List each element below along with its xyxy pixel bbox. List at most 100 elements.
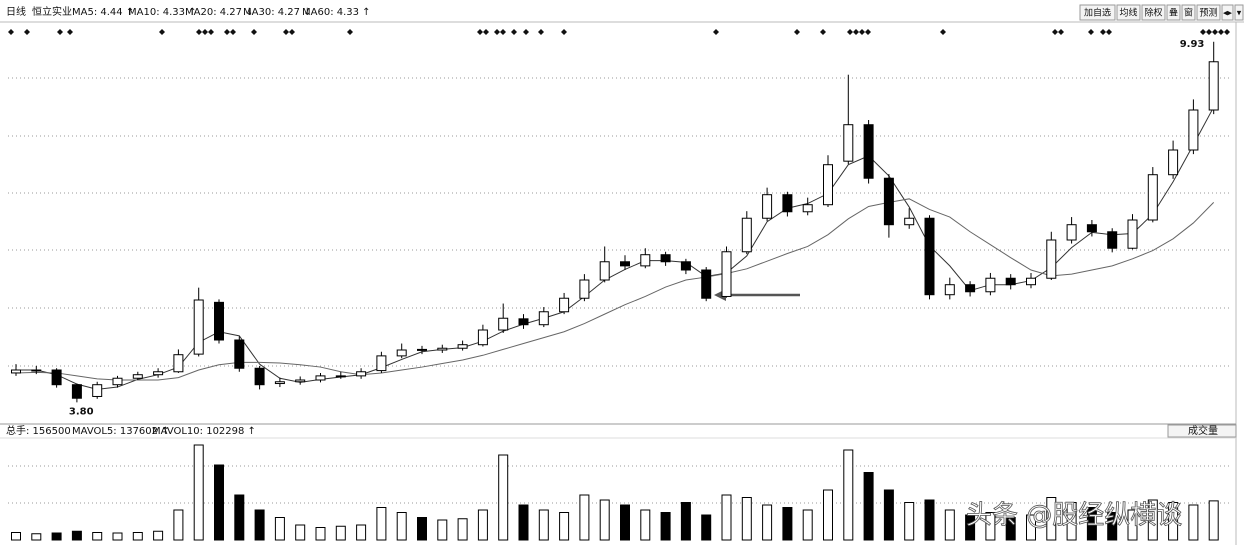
ma-label: MA60: 4.33 ↑ bbox=[302, 7, 371, 18]
toolbar-label[interactable]: 窗 bbox=[1184, 7, 1193, 19]
volume-selector-label[interactable]: 成交量 bbox=[1188, 424, 1218, 437]
volume-bar bbox=[457, 518, 468, 541]
signal-marker bbox=[483, 29, 489, 35]
candle-body bbox=[883, 177, 894, 226]
toolbar-label[interactable]: ▾ bbox=[1237, 9, 1242, 19]
signal-marker bbox=[202, 29, 208, 35]
toolbar-label[interactable]: 预测 bbox=[1199, 8, 1217, 19]
signal-marker bbox=[196, 29, 202, 35]
header: 日线 恒立实业 bbox=[6, 5, 72, 18]
toolbar-label[interactable]: 加自选 bbox=[1084, 7, 1111, 19]
volume-bar bbox=[538, 509, 549, 541]
volume-bar bbox=[559, 512, 570, 541]
candle-body bbox=[782, 194, 793, 213]
candle-body bbox=[274, 381, 285, 385]
candle-body bbox=[1026, 277, 1036, 286]
candle-body bbox=[498, 317, 509, 331]
volume-bar bbox=[132, 532, 143, 541]
volume-bar bbox=[315, 527, 326, 541]
volume-bar bbox=[234, 494, 245, 541]
candle-body bbox=[640, 254, 651, 267]
candle-body bbox=[985, 277, 996, 293]
toolbar-button[interactable] bbox=[1196, 4, 1221, 21]
signal-marker bbox=[853, 29, 859, 35]
volume-bar bbox=[863, 472, 874, 541]
signal-marker bbox=[477, 29, 483, 35]
candle-body bbox=[680, 261, 691, 271]
volume-bar bbox=[477, 509, 488, 541]
signal-marker bbox=[713, 29, 719, 35]
volume-bar bbox=[193, 444, 204, 541]
candle-body bbox=[31, 369, 42, 372]
volume-bar bbox=[680, 502, 691, 541]
candle-body bbox=[254, 367, 265, 386]
candle-body bbox=[1147, 174, 1158, 221]
candle-body bbox=[356, 371, 367, 377]
signal-marker bbox=[1206, 29, 1212, 35]
signal-marker bbox=[523, 29, 529, 35]
candle-body bbox=[1127, 219, 1138, 249]
ma-label: MA30: 4.27 ↓ bbox=[243, 7, 312, 18]
high-label: 9.93 bbox=[1180, 39, 1205, 50]
candle-body bbox=[559, 297, 570, 313]
volume-selector[interactable] bbox=[1167, 424, 1237, 438]
toolbar-button[interactable] bbox=[1116, 4, 1141, 21]
volume-bar bbox=[620, 504, 630, 541]
signal-marker bbox=[24, 29, 30, 35]
toolbar-label[interactable]: 均线 bbox=[1119, 7, 1137, 19]
volume-bar bbox=[924, 499, 935, 541]
volume-bar bbox=[518, 504, 529, 541]
signal-marker bbox=[1212, 29, 1218, 35]
volume-bar bbox=[396, 512, 407, 541]
signal-marker bbox=[159, 29, 165, 35]
candle-body bbox=[193, 299, 204, 355]
candle-body bbox=[477, 329, 488, 346]
toolbar-button[interactable] bbox=[1221, 4, 1234, 21]
signal-marker bbox=[940, 29, 946, 35]
toolbar-button[interactable] bbox=[1079, 4, 1116, 21]
low-label: 3.80 bbox=[69, 406, 94, 417]
signal-marker bbox=[230, 29, 236, 35]
volume-bar bbox=[254, 509, 265, 541]
toolbar-button[interactable] bbox=[1141, 4, 1166, 21]
candle-body bbox=[599, 261, 610, 281]
signal-marker bbox=[500, 29, 506, 35]
volume-bar bbox=[762, 504, 773, 541]
volume-bar bbox=[802, 509, 813, 541]
toolbar-button[interactable] bbox=[1166, 4, 1181, 21]
volume-bar bbox=[1208, 500, 1219, 541]
volume-bar bbox=[741, 497, 752, 541]
candle-body bbox=[843, 124, 854, 162]
candle-body bbox=[965, 284, 976, 293]
volume-bar bbox=[173, 509, 184, 541]
candle-body bbox=[1168, 149, 1179, 176]
signal-marker bbox=[859, 29, 865, 35]
toolbar-button[interactable] bbox=[1234, 4, 1244, 21]
toolbar-label[interactable]: ◂▸ bbox=[1223, 9, 1233, 19]
signal-marker bbox=[1100, 29, 1106, 35]
volume-bar bbox=[965, 514, 976, 541]
volume-header: 总手: 156500 bbox=[6, 424, 71, 437]
ma-line bbox=[15, 198, 1215, 381]
toolbar-button[interactable] bbox=[1181, 4, 1196, 21]
candle-body bbox=[863, 124, 874, 179]
signal-marker bbox=[1088, 29, 1094, 35]
volume-bar bbox=[1147, 499, 1158, 541]
volume-bar bbox=[356, 524, 367, 541]
signal-marker bbox=[208, 29, 214, 35]
signal-marker bbox=[1218, 29, 1224, 35]
signal-marker bbox=[251, 29, 257, 35]
period: 日线 bbox=[6, 5, 26, 18]
candle-body bbox=[132, 374, 143, 379]
candle-body bbox=[234, 339, 245, 369]
candle-body bbox=[579, 279, 590, 299]
candle-body bbox=[71, 384, 82, 399]
toolbar-label[interactable]: 叠 bbox=[1169, 8, 1178, 19]
volume-header: MAVOL5: 137602 ↑ bbox=[72, 426, 170, 437]
signal-marker bbox=[561, 29, 567, 35]
volume-bar bbox=[274, 517, 285, 541]
volume-bar bbox=[823, 489, 833, 541]
toolbar-label[interactable]: 除权 bbox=[1144, 7, 1162, 19]
candle-body bbox=[762, 194, 773, 219]
signal-marker bbox=[1052, 29, 1058, 35]
